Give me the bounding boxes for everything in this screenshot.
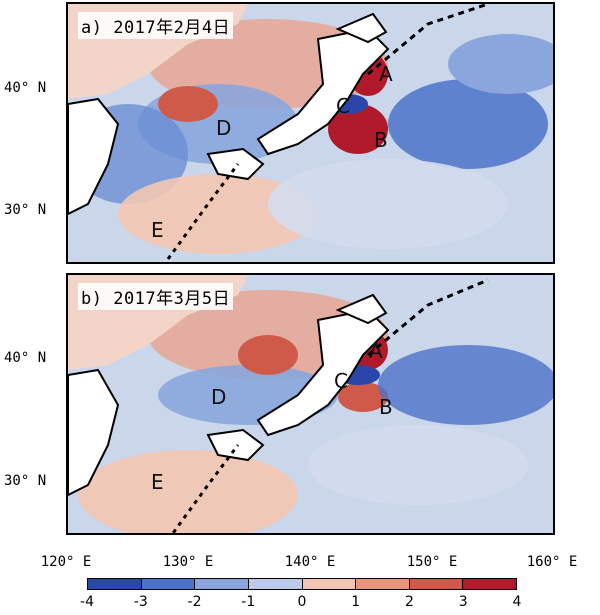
label-a: A bbox=[379, 62, 393, 86]
lat-label-40n-a: 40° N bbox=[4, 80, 47, 96]
colorbar bbox=[87, 578, 517, 590]
anomaly-map-a bbox=[68, 4, 553, 262]
label-c: C bbox=[334, 369, 348, 393]
colorbar-tick-label: 0 bbox=[297, 594, 307, 610]
label-d: D bbox=[211, 385, 227, 409]
colorbar-tick-label: 4 bbox=[512, 594, 522, 610]
colorbar-segment bbox=[356, 579, 410, 589]
colorbar-segment bbox=[409, 579, 464, 589]
colorbar-tick-label: 2 bbox=[405, 594, 414, 610]
panel-b-title: b) 2017年3月5日 bbox=[78, 283, 234, 310]
colorbar-tick-label: 3 bbox=[458, 594, 468, 610]
label-e: E bbox=[151, 470, 164, 494]
panel-a-title: a) 2017年2月4日 bbox=[78, 12, 234, 39]
lat-label-40n-b: 40° N bbox=[4, 350, 47, 366]
colorbar-tick-label: -4 bbox=[80, 594, 94, 610]
label-b: B bbox=[379, 395, 393, 419]
lon-label-120e: 120° E bbox=[40, 554, 92, 570]
label-c: C bbox=[336, 94, 350, 118]
label-a: A bbox=[369, 339, 383, 363]
colorbar-segment bbox=[195, 579, 249, 589]
label-e: E bbox=[151, 218, 164, 242]
colorbar-tick-label: -1 bbox=[241, 594, 256, 610]
lon-label-130e: 130° E bbox=[162, 554, 214, 570]
colorbar-segment bbox=[248, 579, 303, 589]
lon-label-140e: 140° E bbox=[284, 554, 336, 570]
colorbar-tick-label: 1 bbox=[351, 594, 361, 610]
lat-label-30n-b: 30° N bbox=[4, 473, 47, 489]
colorbar-segment bbox=[463, 579, 516, 589]
map-panel-b: b) 2017年3月5日 A B C D E bbox=[66, 273, 555, 535]
label-d: D bbox=[216, 116, 232, 140]
lon-label-150e: 150° E bbox=[406, 554, 458, 570]
colorbar-segment bbox=[88, 579, 142, 589]
anomaly-map-b bbox=[68, 275, 553, 533]
colorbar-tick-label: -2 bbox=[187, 594, 202, 610]
colorbar-tick-label: -3 bbox=[133, 594, 148, 610]
lon-label-160e: 160° E bbox=[526, 554, 578, 570]
label-b: B bbox=[374, 128, 388, 152]
colorbar-segment bbox=[302, 579, 357, 589]
map-panel-a: a) 2017年2月4日 A B C D E bbox=[66, 2, 555, 264]
colorbar-segment bbox=[141, 579, 196, 589]
lat-label-30n-a: 30° N bbox=[4, 202, 47, 218]
